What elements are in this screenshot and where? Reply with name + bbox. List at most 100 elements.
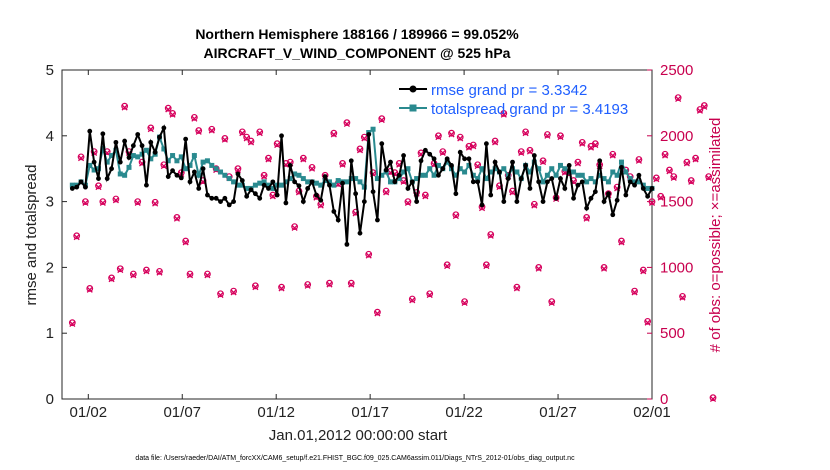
rmse-point — [261, 182, 267, 188]
possible-obs-point — [539, 157, 547, 165]
assimilated-obs-point — [426, 291, 433, 299]
totalspread-point — [483, 176, 489, 182]
possible-obs-point — [696, 106, 704, 113]
totalspread-point — [527, 169, 533, 175]
left-y-tick-label: 5 — [46, 62, 54, 79]
assimilated-obs-point — [592, 141, 599, 149]
possible-obs-point — [443, 261, 451, 269]
possible-obs-point — [134, 198, 142, 206]
totalspread-point — [588, 176, 594, 182]
assimilated-obs-point — [465, 144, 473, 151]
rmse-point — [122, 138, 128, 144]
rmse-point — [457, 149, 463, 155]
assimilated-obs-point — [130, 272, 137, 279]
assimilated-obs-point — [557, 134, 564, 141]
assimilated-obs-point — [688, 178, 695, 185]
possible-obs-point — [365, 250, 373, 258]
possible-obs-point — [238, 128, 246, 136]
rmse-point — [161, 125, 167, 131]
x-tick-label: 01/17 — [351, 404, 389, 421]
totalspread-point — [344, 179, 350, 185]
assimilated-obs-point — [513, 285, 520, 292]
assimilated-obs-point — [86, 286, 93, 293]
rmse-point — [627, 179, 633, 185]
totalspread-point — [353, 176, 359, 182]
assimilated-obs-point — [112, 197, 119, 204]
rmse-point — [562, 186, 568, 191]
possible-obs-point — [635, 156, 643, 163]
assimilated-obs-point — [143, 268, 150, 275]
rmse-point — [144, 182, 149, 188]
assimilated-obs-point — [435, 134, 442, 141]
possible-obs-point — [190, 113, 198, 121]
rmse-point — [510, 159, 515, 165]
possible-obs-point — [700, 102, 708, 109]
assimilated-obs-point — [291, 224, 298, 231]
right-y-tick-label: 0 — [660, 391, 668, 408]
possible-obs-point — [613, 183, 621, 191]
possible-obs-point — [670, 173, 678, 180]
assimilated-obs-point — [666, 168, 673, 175]
rmse-point — [205, 192, 210, 198]
rmse-point — [588, 195, 594, 201]
assimilated-obs-point — [679, 294, 686, 301]
totalspread-point — [610, 169, 616, 175]
possible-obs-point — [147, 124, 155, 132]
left-y-tick-label: 1 — [46, 325, 54, 342]
rmse-point — [69, 186, 75, 191]
possible-obs-point — [86, 285, 94, 292]
legend-spread-label: totalspread grand pr = 3.4193 — [431, 101, 628, 118]
totalspread-point — [601, 176, 607, 182]
possible-obs-point — [308, 163, 316, 171]
totalspread-point — [514, 169, 520, 175]
rmse-point — [252, 191, 258, 197]
possible-obs-point — [448, 129, 455, 137]
assimilated-obs-point — [439, 149, 446, 156]
x-tick-label: 01/12 — [257, 404, 295, 421]
totalspread-point — [292, 171, 298, 177]
rmse-point — [231, 199, 236, 205]
assimilated-obs-point — [108, 276, 115, 283]
data-file-footer: data file: /Users/raeder/DAI/ATM_forcXX/… — [135, 455, 575, 462]
totalspread-point — [335, 178, 341, 184]
totalspread-point — [418, 172, 424, 178]
rmse-point — [366, 132, 372, 137]
possible-obs-point — [465, 142, 473, 150]
possible-obs-point — [522, 128, 530, 136]
totalspread-point — [87, 162, 93, 168]
totalspread-point — [69, 182, 75, 188]
possible-obs-point — [77, 153, 85, 161]
x-tick-label: 01/07 — [163, 404, 201, 421]
totalspread-point — [479, 166, 485, 172]
assimilated-obs-point — [487, 232, 494, 239]
rmse-point — [200, 166, 206, 172]
right-y-axis-label: # of obs: o=possible; ×=assimilated — [707, 118, 724, 353]
assimilated-obs-point — [274, 141, 281, 149]
assimilated-obs-point — [483, 263, 490, 270]
totalspread-point — [401, 169, 407, 175]
possible-obs-point — [535, 264, 543, 271]
rmse-point — [327, 182, 332, 188]
possible-obs-point — [548, 298, 556, 306]
possible-obs-point — [469, 141, 477, 149]
assimilated-obs-point — [208, 127, 215, 134]
rmse-point — [78, 179, 84, 185]
assimilated-obs-point — [121, 104, 128, 111]
rmse-point — [348, 158, 354, 164]
rmse-point — [505, 176, 511, 181]
possible-obs-point — [151, 198, 159, 206]
possible-obs-point — [304, 281, 312, 288]
rmse-point — [292, 179, 298, 185]
assimilated-obs-point — [600, 265, 608, 272]
left-y-tick-label: 2 — [46, 259, 54, 276]
totalspread-point — [279, 182, 285, 188]
rmse-point — [83, 184, 88, 190]
possible-obs-point — [212, 165, 220, 173]
possible-obs-point — [169, 110, 176, 117]
possible-obs-point — [439, 148, 447, 155]
left-y-tick-label: 0 — [46, 391, 54, 408]
possible-obs-point — [68, 319, 76, 327]
rmse-point — [401, 153, 406, 158]
assimilated-obs-point — [692, 156, 699, 163]
rmse-point — [165, 174, 171, 179]
